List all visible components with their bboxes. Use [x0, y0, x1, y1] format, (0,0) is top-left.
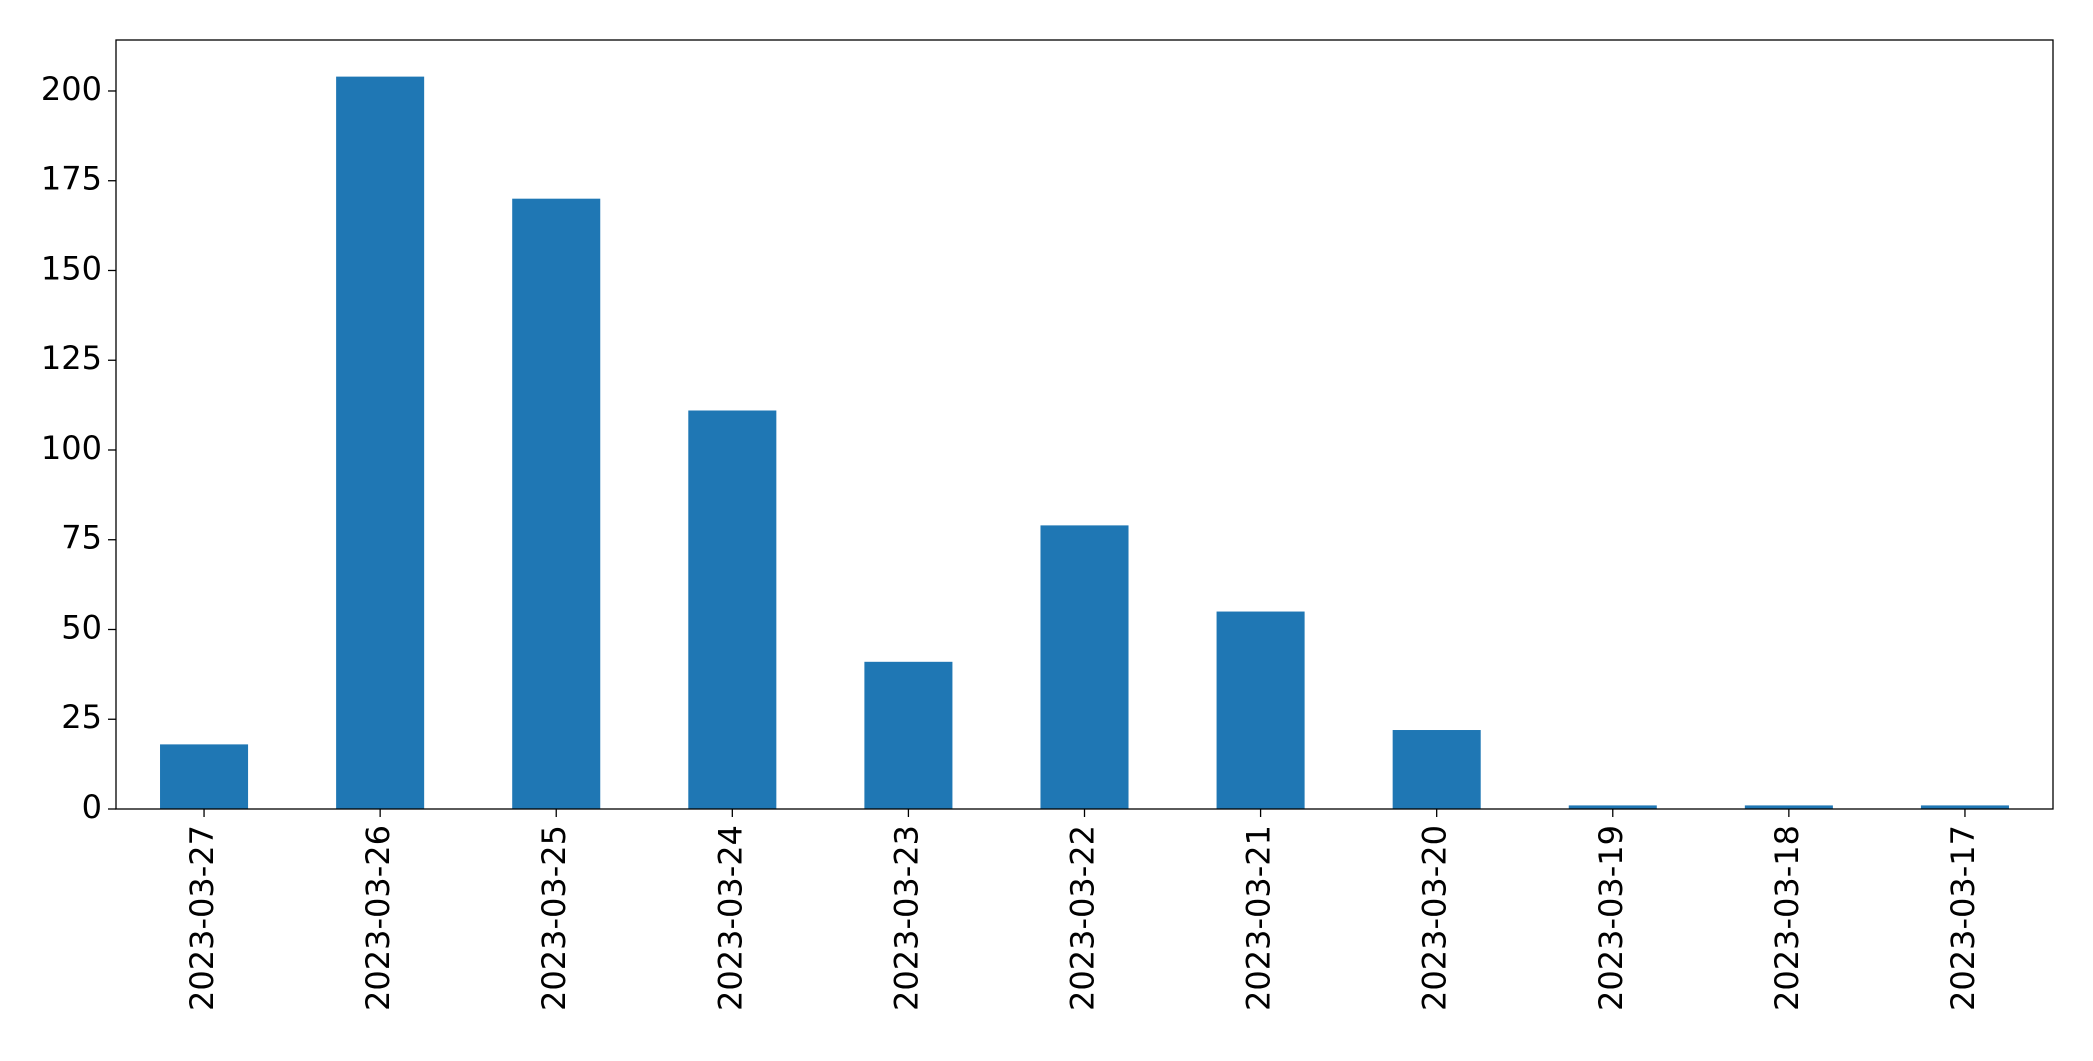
x-tick-label: 2023-03-18 — [1768, 825, 1806, 1011]
bar — [1040, 525, 1129, 809]
x-tick-label: 2023-03-27 — [183, 825, 221, 1011]
bar — [688, 410, 777, 809]
y-tick-label: 100 — [41, 429, 102, 467]
x-tick-label: 2023-03-26 — [359, 825, 397, 1011]
bar — [160, 744, 249, 809]
y-tick-label: 75 — [61, 519, 102, 557]
y-tick-label: 150 — [41, 249, 102, 287]
bar — [1920, 805, 2009, 809]
bar — [1568, 805, 1657, 809]
bar — [336, 76, 425, 810]
bar — [864, 661, 953, 809]
plot-frame — [115, 39, 2054, 810]
x-tick-label: 2023-03-21 — [1240, 825, 1278, 1011]
y-tick-label: 25 — [61, 698, 102, 736]
bar — [1216, 611, 1305, 809]
bar — [1392, 730, 1481, 809]
y-tick-label: 0 — [82, 788, 102, 826]
x-tick-label: 2023-03-24 — [711, 825, 749, 1011]
bar — [1744, 805, 1833, 809]
x-tick-label: 2023-03-17 — [1944, 825, 1982, 1011]
x-tick-label: 2023-03-25 — [535, 825, 573, 1011]
x-tick-label: 2023-03-23 — [887, 825, 925, 1011]
y-tick-label: 200 — [41, 70, 102, 108]
x-tick-label: 2023-03-19 — [1592, 825, 1630, 1011]
bar — [512, 198, 601, 809]
x-tick-label: 2023-03-22 — [1064, 825, 1102, 1011]
y-tick-label: 50 — [61, 608, 102, 646]
y-tick-label: 125 — [41, 339, 102, 377]
y-tick-label: 175 — [41, 160, 102, 198]
x-tick-label: 2023-03-20 — [1416, 825, 1454, 1011]
